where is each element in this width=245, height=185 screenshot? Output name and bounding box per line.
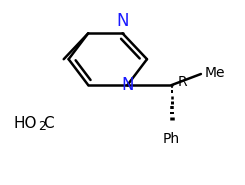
Text: C: C bbox=[44, 115, 54, 131]
Text: 2: 2 bbox=[38, 120, 46, 133]
Text: Me: Me bbox=[205, 66, 225, 80]
Text: Ph: Ph bbox=[163, 132, 180, 146]
Text: R: R bbox=[178, 75, 187, 89]
Text: N: N bbox=[116, 12, 129, 30]
Text: HO: HO bbox=[13, 115, 37, 131]
Text: N: N bbox=[121, 76, 134, 94]
